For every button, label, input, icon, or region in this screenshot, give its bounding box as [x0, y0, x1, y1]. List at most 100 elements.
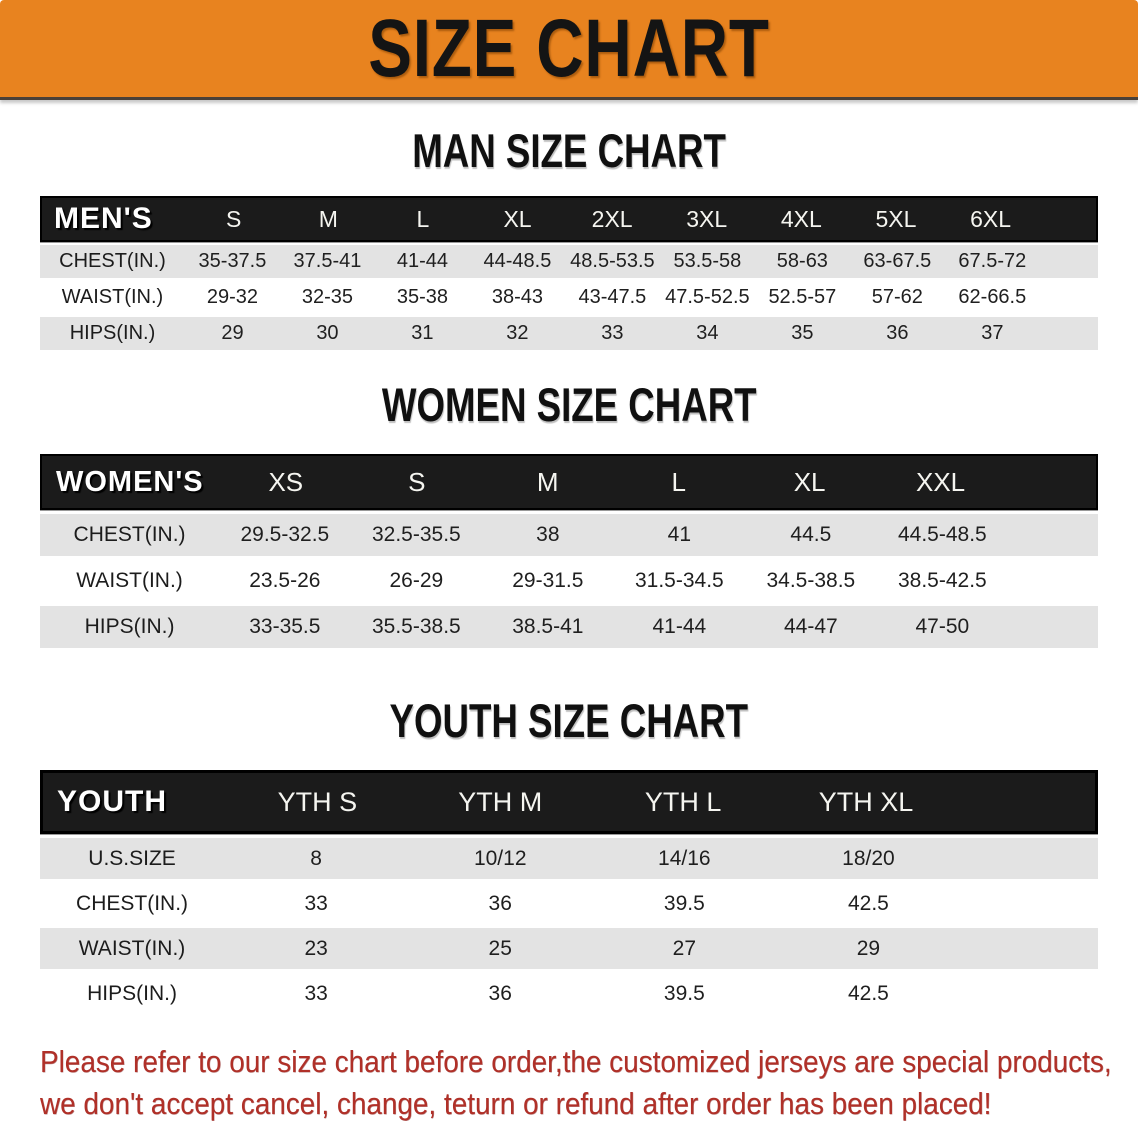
size-value: 58-63 — [776, 250, 828, 272]
size-value: 8 — [310, 846, 322, 870]
size-value: 42.5 — [847, 891, 889, 915]
banner-title: SIZE CHART — [368, 2, 770, 94]
size-value: 25 — [488, 936, 512, 960]
women-table-title: WOMEN'S — [56, 465, 204, 498]
women-table-header-row: WOMEN'S XS S M L XL XXL — [40, 454, 1098, 510]
women-size-column-header: XS — [268, 466, 304, 497]
measurement-label: CHEST(IN.) — [76, 891, 189, 915]
size-value: 36 — [488, 891, 512, 915]
size-value: 29 — [856, 936, 881, 960]
men-row-chestin: CHEST(IN.) 35-37.5 37.5-41 41-44 44-48.5 48.5… — [40, 245, 1098, 278]
size-value: 62-66.5 — [958, 286, 1027, 308]
women-section-heading: WOMEN SIZE CHART — [40, 350, 1098, 454]
disclaimer-line-1: Please refer to our size chart before or… — [40, 1044, 1112, 1079]
size-value: 47-50 — [915, 615, 970, 638]
women-size-section: WOMEN SIZE CHART WOMEN'S XS S M L XL XXL CHEST(I… — [40, 350, 1098, 648]
size-value: 39.5 — [663, 981, 705, 1005]
youth-size-section: YOUTH SIZE CHART YOUTH YTH S YTH M YTH L YTH … — [40, 648, 1098, 1014]
youth-row-ussize: U.S.SIZE 8 10/12 14/16 18/20 — [40, 838, 1098, 879]
size-value: 52.5-57 — [768, 286, 837, 308]
size-value: 32.5-35.5 — [371, 523, 461, 546]
size-value: 30 — [316, 322, 339, 344]
size-value: 35 — [791, 322, 814, 344]
men-section-heading: MAN SIZE CHART — [40, 100, 1098, 196]
measurement-label: CHEST(IN.) — [59, 250, 166, 272]
men-size-column-header: 3XL — [686, 205, 728, 232]
men-section-heading-text: MAN SIZE CHART — [412, 124, 726, 177]
men-size-column-header: 4XL — [780, 205, 822, 232]
size-value: 35.5-38.5 — [371, 615, 461, 638]
size-value: 63-67.5 — [863, 250, 932, 272]
size-chart-sections: MAN SIZE CHART MEN'S S M L XL 2XL 3XL 4XL 5XL 6XL C… — [0, 100, 1138, 1014]
size-value: 26-29 — [389, 569, 444, 592]
size-value: 38.5-42.5 — [897, 569, 987, 592]
size-value: 18/20 — [842, 846, 895, 870]
size-value: 33 — [601, 322, 624, 344]
men-size-column-header: 5XL — [875, 205, 917, 232]
size-value: 31.5-34.5 — [634, 569, 724, 592]
men-row-waistin: WAIST(IN.) 29-32 32-35 35-38 38-43 43-47.5 47.… — [40, 281, 1098, 314]
size-value: 35-37.5 — [198, 250, 267, 272]
size-value: 53.5-58 — [673, 250, 742, 272]
youth-row-hipsin: HIPS(IN.) 33 36 39.5 42.5 — [40, 973, 1098, 1014]
women-row-waistin: WAIST(IN.) 23.5-26 26-29 29-31.5 31.5-34.5 34… — [40, 560, 1098, 602]
size-value: 44-48.5 — [483, 250, 552, 272]
size-value: 36 — [488, 981, 512, 1005]
women-size-column-header: XL — [793, 466, 826, 497]
size-value: 35-38 — [396, 286, 448, 308]
order-disclaimer: Please refer to our size chart before or… — [40, 1041, 1112, 1125]
men-size-column-header: XL — [503, 205, 532, 232]
size-value: 44.5 — [790, 523, 832, 546]
size-value: 37.5-41 — [293, 250, 362, 272]
youth-row-chestin: CHEST(IN.) 33 36 39.5 42.5 — [40, 883, 1098, 924]
size-value: 31 — [411, 322, 434, 344]
size-chart-banner: SIZE CHART — [0, 0, 1138, 100]
measurement-label: U.S.SIZE — [88, 846, 176, 870]
women-row-hipsin: HIPS(IN.) 33-35.5 35.5-38.5 38.5-41 41-44 44-… — [40, 606, 1098, 648]
women-size-table: WOMEN'S XS S M L XL XXL CHEST(IN.) 29.5-32.5 32.5… — [40, 454, 1098, 648]
size-value: 37 — [981, 322, 1004, 344]
men-size-table: MEN'S S M L XL 2XL 3XL 4XL 5XL 6XL CHEST(IN.) 35-37… — [40, 196, 1098, 350]
size-value: 41 — [667, 523, 692, 546]
youth-size-column-header: YTH XL — [818, 786, 914, 817]
size-value: 41-44 — [652, 615, 707, 638]
youth-size-table: YOUTH YTH S YTH M YTH L YTH XL U.S.SIZE 8 10/12… — [40, 770, 1098, 1014]
size-value: 44-47 — [783, 615, 838, 638]
size-value: 38-43 — [491, 286, 543, 308]
size-value: 29.5-32.5 — [240, 523, 330, 546]
size-value: 42.5 — [847, 981, 889, 1005]
size-value: 33 — [304, 891, 328, 915]
size-value: 67.5-72 — [958, 250, 1027, 272]
size-value: 14/16 — [658, 846, 711, 870]
youth-table-title: YOUTH — [57, 785, 167, 818]
size-value: 10/12 — [473, 846, 527, 870]
youth-size-column-header: YTH L — [644, 786, 722, 817]
size-value: 29-31.5 — [512, 569, 584, 592]
size-value: 34.5-38.5 — [766, 569, 856, 592]
women-size-column-header: S — [408, 466, 426, 497]
men-row-hipsin: HIPS(IN.) 29 30 31 32 33 34 35 36 37 — [40, 317, 1098, 350]
size-value: 29 — [221, 322, 244, 344]
measurement-label: WAIST(IN.) — [76, 569, 183, 592]
size-value: 32 — [506, 322, 529, 344]
measurement-label: HIPS(IN.) — [87, 981, 177, 1005]
size-value: 23.5-26 — [249, 569, 321, 592]
size-value: 33-35.5 — [249, 615, 321, 638]
women-size-column-header: M — [536, 466, 559, 497]
size-value: 38 — [536, 523, 560, 546]
men-table-header-row: MEN'S S M L XL 2XL 3XL 4XL 5XL 6XL — [40, 196, 1098, 242]
measurement-label: WAIST(IN.) — [78, 936, 186, 960]
women-size-column-header: XXL — [916, 466, 966, 497]
men-size-column-header: 2XL — [591, 205, 633, 232]
size-value: 38.5-41 — [512, 615, 584, 638]
youth-size-column-header: YTH S — [277, 786, 358, 817]
disclaimer-line-2: we don't accept cancel, change, teturn o… — [40, 1086, 992, 1121]
women-row-chestin: CHEST(IN.) 29.5-32.5 32.5-35.5 38 41 44.5 44.5… — [40, 514, 1098, 556]
size-value: 41-44 — [396, 250, 448, 272]
men-table-title: MEN'S — [54, 202, 153, 235]
men-size-column-header: L — [416, 205, 430, 232]
women-section-heading-text: WOMEN SIZE CHART — [381, 378, 757, 431]
size-value: 27 — [672, 936, 696, 960]
men-size-column-header: M — [318, 205, 338, 232]
measurement-label: WAIST(IN.) — [61, 286, 164, 308]
